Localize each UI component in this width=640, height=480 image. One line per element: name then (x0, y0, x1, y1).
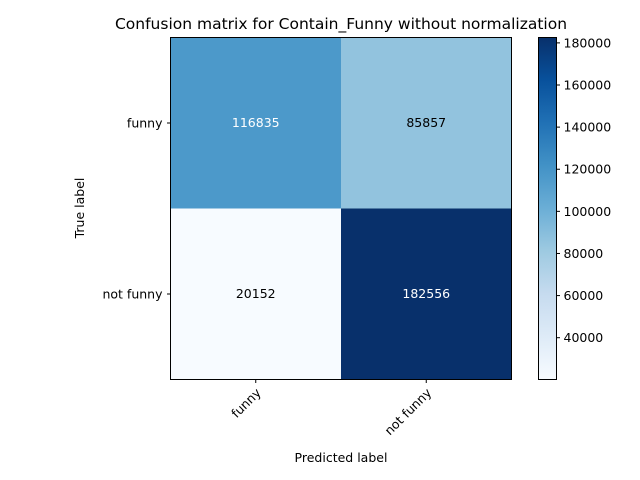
colorbar-tick-label: 140000 (564, 120, 612, 135)
x-tick-label: funny (228, 385, 264, 421)
colorbar-tick-label: 120000 (564, 162, 612, 177)
colorbar-tick-label: 60000 (564, 288, 604, 303)
colorbar-tick-label: 160000 (564, 77, 612, 92)
plot-frame (170, 37, 512, 380)
y-tick-label: funny (127, 116, 163, 131)
colorbar-tick-label: 100000 (564, 204, 612, 219)
heatmap-cells: 116835 85857 20152 182556 (170, 37, 512, 380)
cell-value-label: 116835 (232, 115, 280, 130)
colorbar-tick-label: 180000 (564, 35, 612, 50)
cell-value-label: 85857 (406, 115, 446, 130)
cell-value-label: 182556 (402, 286, 450, 301)
y-axis-ticks: funny not funny (102, 116, 171, 302)
colorbar-tick-label: 40000 (564, 330, 604, 345)
y-axis-label: True label (72, 178, 87, 240)
colorbar-tick-label: 80000 (564, 246, 604, 261)
cell-value-label: 20152 (236, 286, 276, 301)
heatmap-cell (170, 37, 341, 209)
colorbar-ticks: 40000 60000 80000 100000 120000 140000 160000 1… (556, 35, 612, 345)
x-axis-label: Predicted label (295, 450, 388, 465)
x-axis-ticks: funny not funny (228, 379, 435, 438)
chart-title: Confusion matrix for Contain_Funny witho… (115, 15, 567, 34)
heatmap-cell (341, 37, 512, 209)
x-tick-label: not funny (381, 385, 434, 438)
colorbar (538, 37, 557, 380)
y-tick-label: not funny (102, 287, 163, 302)
heatmap-cell (341, 208, 512, 380)
heatmap-cell (170, 208, 341, 380)
